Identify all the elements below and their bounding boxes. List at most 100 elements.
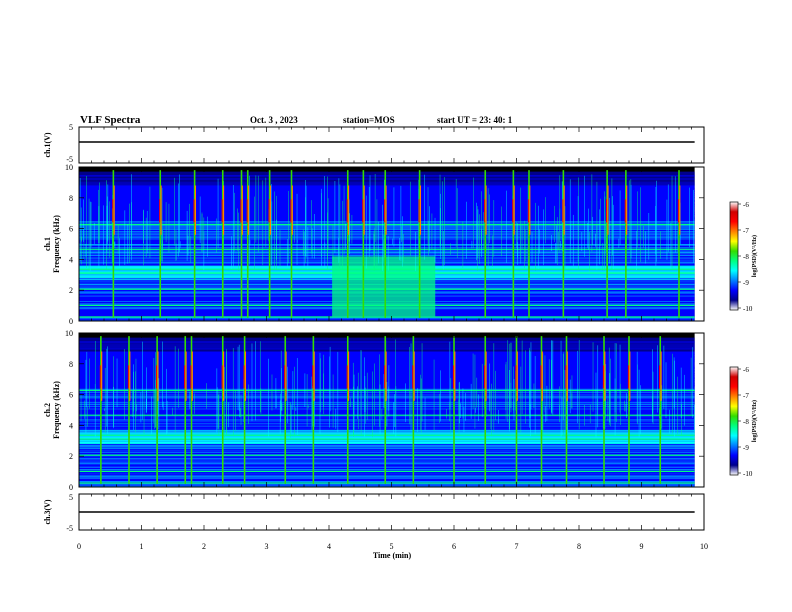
noise-line bbox=[79, 447, 695, 449]
noise-line bbox=[79, 181, 695, 183]
noise-line bbox=[79, 430, 695, 432]
noise-line bbox=[79, 187, 695, 189]
noise-line bbox=[79, 348, 695, 349]
noise-line bbox=[79, 193, 695, 194]
time-tick-label: 0 bbox=[77, 542, 81, 551]
frequency-tick-label: 8 bbox=[69, 360, 73, 369]
colorbar-scale bbox=[729, 201, 739, 311]
ch2-spectrogram-ticks bbox=[78, 332, 705, 488]
noise-line bbox=[79, 204, 695, 206]
noise-line bbox=[79, 475, 695, 476]
ch3-waveform-ylabel: ch.3(V) bbox=[43, 499, 52, 524]
noise-line bbox=[79, 237, 695, 238]
colorbar-tick-label: -8 bbox=[743, 418, 749, 426]
noise-line bbox=[79, 437, 695, 439]
noise-line bbox=[79, 191, 695, 193]
time-axis-label: Time (min) bbox=[373, 551, 412, 560]
noise-line bbox=[79, 367, 695, 369]
noise-line bbox=[79, 347, 695, 348]
ch3-ytick-top: 5 bbox=[69, 493, 73, 502]
ch1-spectrogram-ytick-labels: 0 2 4 6 8 10 bbox=[65, 163, 73, 326]
noise-line bbox=[79, 375, 695, 377]
hum-line bbox=[79, 454, 695, 456]
noise-line bbox=[79, 360, 695, 362]
noise-line bbox=[79, 255, 695, 257]
frequency-tick-label: 6 bbox=[69, 391, 73, 400]
noise-line bbox=[79, 207, 695, 209]
ch1-ytick-top: 5 bbox=[69, 123, 73, 132]
colorbar-tick-label: -10 bbox=[743, 305, 753, 313]
time-tick-label: 8 bbox=[577, 542, 581, 551]
noise-line bbox=[79, 189, 695, 191]
noise-line bbox=[79, 356, 695, 358]
noise-line bbox=[79, 188, 695, 190]
time-axis-tick-labels: 0 1 2 3 4 5 6 7 8 9 10 bbox=[77, 542, 708, 551]
noise-line bbox=[79, 356, 695, 357]
noise-line bbox=[79, 476, 695, 478]
noise-line bbox=[79, 206, 695, 208]
noise-line bbox=[79, 203, 695, 205]
frequency-tick-label: 8 bbox=[69, 194, 73, 203]
frequency-tick-label: 6 bbox=[69, 225, 73, 234]
noise-line bbox=[79, 444, 695, 446]
noise-line bbox=[79, 370, 695, 371]
noise-line bbox=[79, 379, 695, 381]
noise-line bbox=[79, 212, 695, 214]
noise-line bbox=[79, 225, 695, 226]
start-time-label: start UT = 23: 40: 1 bbox=[437, 115, 513, 125]
frequency-tick-label: 4 bbox=[69, 255, 73, 264]
noise-line bbox=[79, 250, 695, 252]
noise-line bbox=[79, 428, 695, 430]
noise-line bbox=[79, 204, 695, 205]
noise-line bbox=[79, 446, 695, 447]
colorbar-label: log(PSD)(V²/Hz) bbox=[751, 235, 758, 277]
ch1-waveform-panel: 5 -5 ch.1(V) bbox=[43, 123, 705, 164]
ch1-colorbar: -6 -7 -8 -9 -10 log(PSD)(V²/Hz) bbox=[729, 201, 758, 313]
noise-line bbox=[79, 245, 695, 246]
noise-line bbox=[79, 368, 695, 370]
noise-line bbox=[79, 209, 695, 210]
ch1-spectrogram-ylabel: Frequency (kHz) bbox=[52, 215, 61, 273]
hum-line bbox=[79, 316, 695, 318]
noise-line bbox=[79, 459, 695, 461]
time-tick-label: 7 bbox=[515, 542, 519, 551]
noise-line bbox=[79, 178, 695, 179]
colorbar-scale bbox=[729, 366, 739, 476]
noise-line bbox=[79, 216, 695, 217]
noise-line bbox=[79, 443, 695, 444]
time-tick-label: 3 bbox=[265, 542, 269, 551]
noise-line bbox=[79, 469, 695, 470]
time-tick-label: 10 bbox=[700, 542, 708, 551]
time-tick-label: 1 bbox=[140, 542, 144, 551]
noise-line bbox=[79, 218, 695, 219]
time-tick-label: 9 bbox=[640, 542, 644, 551]
noise-line bbox=[79, 183, 695, 185]
noise-line bbox=[79, 194, 695, 196]
noise-line bbox=[79, 426, 695, 427]
ch2-spectrogram-image bbox=[79, 333, 704, 488]
ch2-spectrogram-ylabel: Frequency (kHz) bbox=[52, 381, 61, 439]
noise-line bbox=[79, 200, 695, 202]
noise-line bbox=[79, 345, 695, 347]
noise-line bbox=[79, 352, 695, 354]
noise-line bbox=[79, 226, 695, 228]
noise-line bbox=[79, 319, 695, 321]
noise-line bbox=[79, 380, 695, 381]
noise-line bbox=[79, 190, 695, 191]
frequency-tick-label: 10 bbox=[65, 163, 73, 172]
noise-line bbox=[79, 223, 695, 225]
colorbar-tick-label: -6 bbox=[743, 201, 749, 209]
colorbar-tick-label: -9 bbox=[743, 444, 749, 452]
noise-line bbox=[79, 359, 695, 361]
noise-line bbox=[79, 197, 695, 199]
noise-line bbox=[79, 200, 695, 201]
figure-title: VLF Spectra bbox=[80, 114, 141, 126]
ch2-spectrogram-panel: 0 2 4 6 8 10 ch.2 Frequency (kHz) bbox=[43, 329, 705, 492]
noise-line bbox=[79, 344, 695, 346]
ch1-spectrogram-panel: 0 2 4 6 8 10 ch.1 Frequency (kHz) bbox=[43, 163, 705, 326]
time-tick-label: 4 bbox=[327, 542, 331, 551]
hum-line bbox=[79, 223, 695, 226]
colorbar-tick-label: -9 bbox=[743, 279, 749, 287]
noise-line bbox=[79, 461, 695, 462]
colorbar-label: log(PSD)(V²/Hz) bbox=[751, 400, 758, 442]
